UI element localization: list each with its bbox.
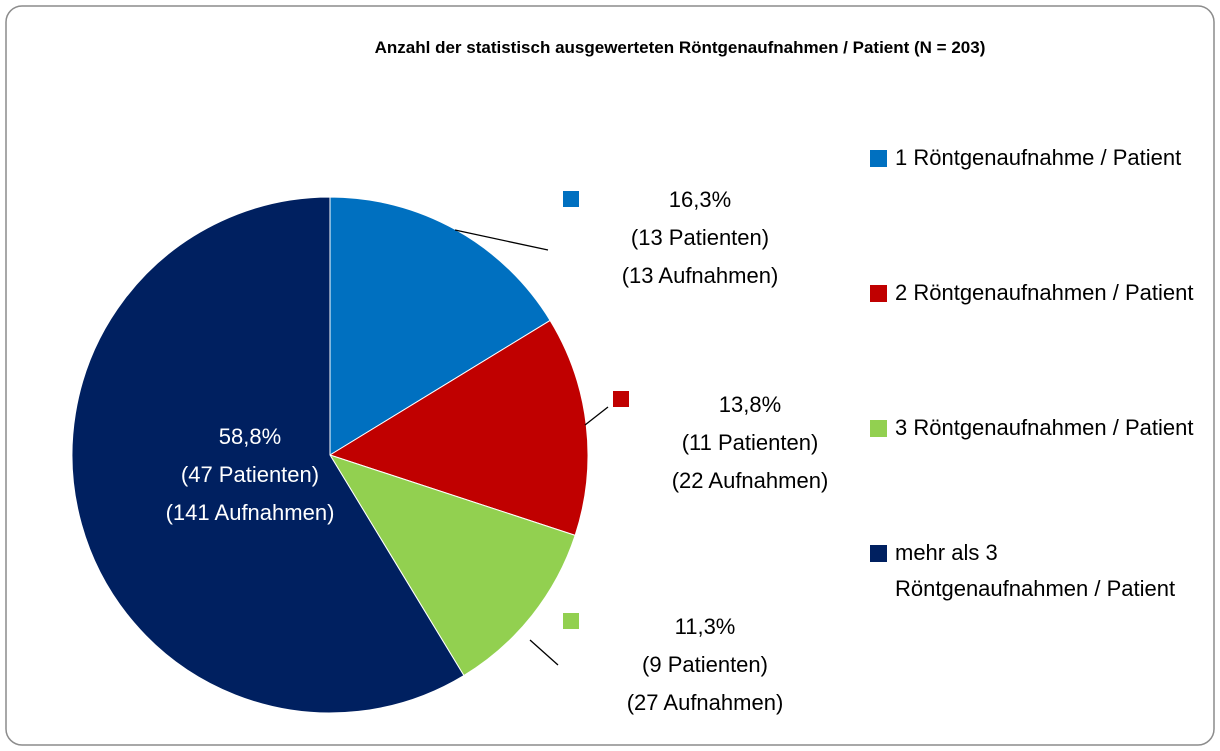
legend-label: 3 Röntgenaufnahmen / Patient bbox=[895, 415, 1194, 440]
data-label-patients: (11 Patienten) bbox=[681, 430, 819, 455]
data-label-patients: (9 Patienten) bbox=[642, 652, 768, 677]
data-label: 16,3% (13 Patienten) (13 Aufnahmen) bbox=[590, 181, 810, 295]
data-label-images: (27 Aufnahmen) bbox=[626, 690, 784, 715]
legend-label: 2 Röntgenaufnahmen / Patient bbox=[895, 280, 1194, 305]
data-label-value: 58,8% bbox=[218, 424, 282, 449]
legend-label: mehr als 3 Röntgenaufnahmen / Patient bbox=[895, 540, 1176, 601]
data-label-patients: (47 Patienten) bbox=[180, 462, 320, 487]
legend-key bbox=[870, 285, 887, 302]
label-key bbox=[563, 191, 579, 207]
legend-entry: 3 Röntgenaufnahmen / Patient bbox=[895, 410, 1195, 446]
leader-line bbox=[529, 639, 559, 666]
pie-slice bbox=[328, 319, 589, 536]
data-label-value: 11,3% bbox=[674, 614, 736, 639]
data-label-images: (141 Aufnahmen) bbox=[165, 500, 335, 525]
legend-key bbox=[870, 545, 887, 562]
chart-title: Anzahl der statistisch ausgewerteten Rön… bbox=[374, 38, 986, 57]
legend-key bbox=[870, 150, 887, 167]
legend-entry: 1 Röntgenaufnahme / Patient bbox=[895, 140, 1195, 176]
data-label-value: 13,8% bbox=[718, 392, 782, 417]
legend-key bbox=[870, 420, 887, 437]
data-label-value: 16,3% bbox=[668, 187, 732, 212]
data-label: 13,8% (11 Patienten) (22 Aufnahmen) bbox=[640, 386, 860, 500]
data-label: 58,8% (47 Patienten) (141 Aufnahmen) bbox=[160, 418, 340, 532]
leader-line bbox=[584, 406, 609, 426]
label-key bbox=[613, 391, 629, 407]
data-label: 11,3% (9 Patienten) (27 Aufnahmen) bbox=[595, 608, 815, 722]
legend-entry: 2 Röntgenaufnahmen / Patient bbox=[895, 275, 1195, 311]
data-label-images: (22 Aufnahmen) bbox=[671, 468, 829, 493]
pie-slice bbox=[71, 196, 465, 714]
data-label-patients: (13 Patienten) bbox=[630, 225, 770, 250]
label-key bbox=[563, 613, 579, 629]
legend-entry: mehr als 3 Röntgenaufnahmen / Patient bbox=[895, 535, 1195, 607]
legend-label: 1 Röntgenaufnahme / Patient bbox=[895, 145, 1182, 170]
data-label-images: (13 Aufnahmen) bbox=[621, 263, 779, 288]
leader-line bbox=[454, 229, 549, 251]
pie-slice bbox=[328, 454, 576, 677]
